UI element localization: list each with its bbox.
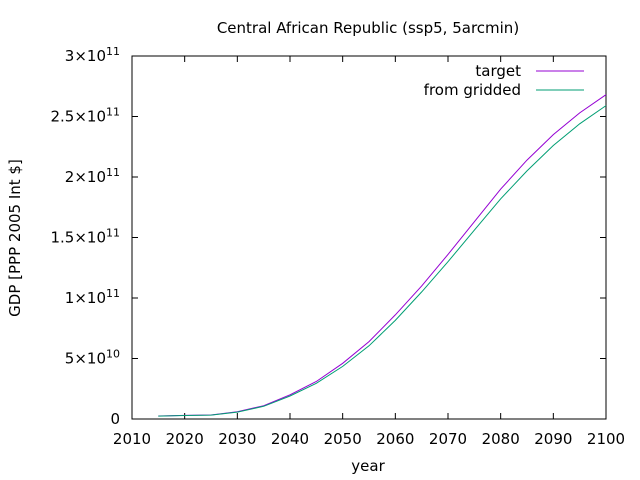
legend-label: from gridded: [424, 81, 521, 99]
series-line-from-gridded: [158, 105, 607, 417]
ticks: 2010 2020 2030 2040 2050 2060 2070 2080 2090 2100…: [50, 45, 625, 448]
x-tick-label: 2090: [534, 430, 572, 448]
x-tick-label: 2040: [271, 430, 309, 448]
legend-label: target: [475, 62, 521, 80]
y-tick-label: 3×1011: [65, 45, 120, 65]
y-tick-label: 1.5×1011: [50, 227, 120, 247]
x-axis-title: year: [351, 457, 385, 475]
x-tick-label: 2100: [587, 430, 625, 448]
x-tick-label: 2060: [376, 430, 414, 448]
y-axis-title: GDP [PPP 2005 Int $]: [6, 159, 24, 317]
x-tick-label: 2070: [429, 430, 467, 448]
series-lines: [158, 94, 607, 417]
x-tick-label: 2030: [218, 430, 256, 448]
y-tick-label: 5×1010: [65, 348, 120, 368]
axes: [131, 55, 607, 420]
chart-title: Central African Republic (ssp5, 5arcmin): [217, 19, 519, 37]
y-tick-label: 2.5×1011: [50, 106, 120, 126]
x-tick-label: 2080: [482, 430, 520, 448]
x-tick-label: 2050: [324, 430, 362, 448]
series-line-target: [158, 94, 607, 417]
y-tick-label: 0: [110, 410, 120, 428]
x-tick-label: 2020: [166, 430, 204, 448]
y-tick-label: 2×1011: [65, 166, 120, 186]
y-tick-label: 1×1011: [65, 287, 120, 307]
x-tick-label: 2010: [113, 430, 151, 448]
plot-frame: [131, 55, 607, 420]
